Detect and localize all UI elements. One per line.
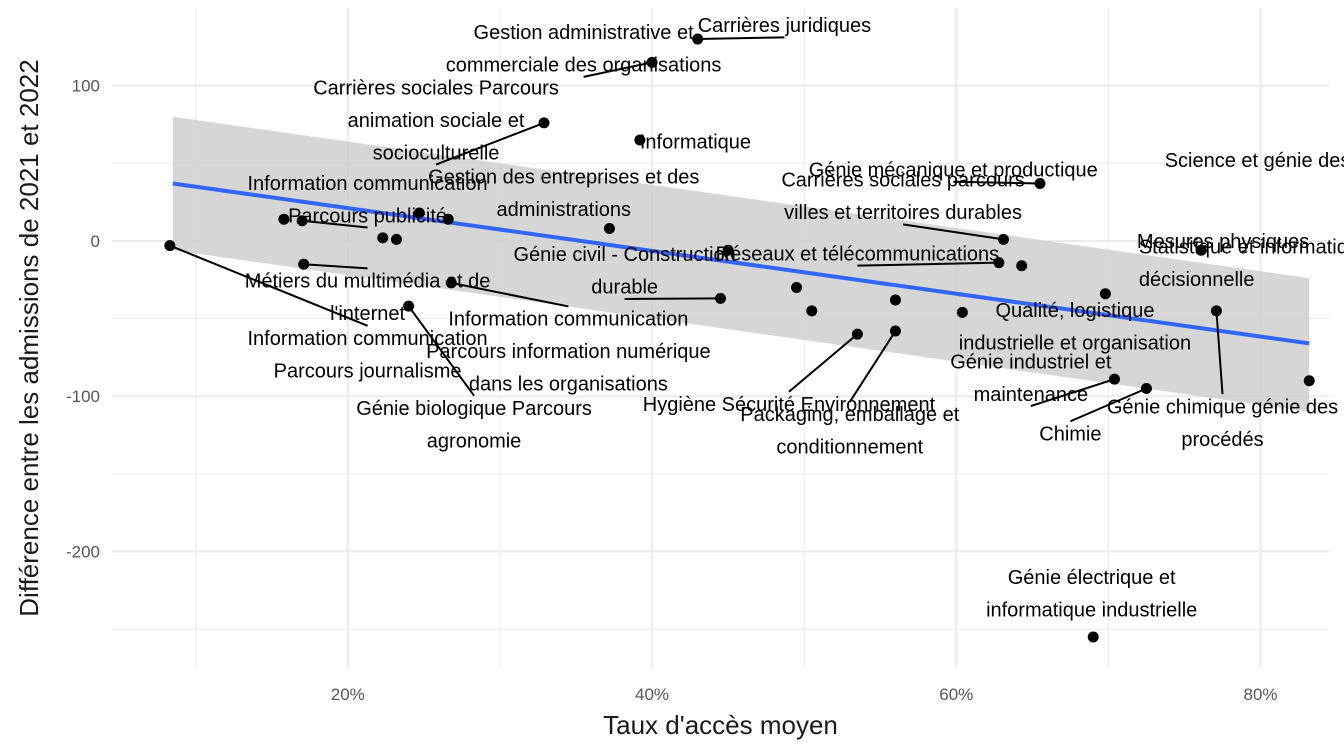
point-label: Génie civil - Construction durable: [514, 244, 736, 299]
trend-line: [172, 181, 1310, 346]
leader-line: [435, 121, 545, 166]
point-label: Chimie: [1039, 424, 1101, 446]
label-leader-lines: [169, 36, 1224, 423]
point-label: Carrières juridiques: [698, 15, 871, 37]
point-label: Génie électrique et informatique industri…: [986, 567, 1197, 622]
point-label: Génie mécanique et productique: [809, 160, 1098, 182]
leader-line: [302, 219, 368, 229]
point-label: Métiers du multimédia et de l'internet: [245, 271, 491, 326]
data-point: [715, 292, 726, 304]
data-point: [1195, 244, 1207, 256]
point-label: Réseaux et télécommunications: [716, 243, 999, 265]
leader-line: [953, 180, 1040, 185]
data-point: [791, 282, 803, 294]
y-tick-label: 100: [72, 77, 100, 96]
data-point: [1087, 631, 1099, 643]
data-point: [1303, 375, 1315, 387]
data-point: [692, 33, 704, 45]
data-point: [997, 233, 1009, 245]
leader-line: [697, 36, 785, 41]
point-label: Qualité, logistique industrielle et organ…: [959, 300, 1191, 355]
data-point: [722, 244, 734, 256]
data-point: [298, 258, 310, 270]
point-label: Information communication Parcours public…: [248, 173, 488, 228]
trend-line-layer: [172, 181, 1310, 346]
point-label: Génie industriel et maintenance: [950, 351, 1112, 406]
data-point: [806, 305, 818, 317]
data-point: [377, 232, 389, 244]
data-point: [956, 306, 968, 318]
point-label: Carrières sociales parcours villes et ter…: [781, 170, 1024, 225]
data-point: [993, 257, 1005, 269]
data-point: [1034, 177, 1046, 189]
y-axis-title: Différence entre les admissions de 2021 …: [14, 59, 44, 616]
y-axis-ticks: 100 0 -100 -200: [66, 77, 100, 562]
data-point: [889, 325, 901, 337]
data-point: [1099, 288, 1111, 300]
data-points: [164, 33, 1315, 643]
point-label: Génie chimique génie des procédés: [1107, 396, 1338, 451]
point-label: Gestion des entreprises et des administra…: [428, 167, 699, 222]
data-point: [164, 240, 176, 252]
leader-line: [303, 263, 368, 270]
leader-line: [1030, 378, 1115, 408]
data-point: [1140, 382, 1152, 394]
data-point: [1016, 260, 1028, 272]
leader-line: [902, 223, 1004, 241]
point-label: Information communication Parcours journa…: [248, 328, 488, 383]
x-tick-label: 40%: [635, 685, 669, 704]
point-label: Science et génie des matériaux: [1165, 150, 1344, 172]
x-tick-label: 80%: [1244, 685, 1278, 704]
data-point: [296, 215, 308, 227]
leader-line: [451, 281, 569, 308]
data-point: [442, 213, 454, 225]
y-tick-label: -200: [66, 543, 100, 562]
data-point: [603, 223, 615, 235]
leader-line: [583, 61, 653, 78]
point-label: Information communication Parcours inform…: [426, 309, 711, 396]
leader-line: [1069, 387, 1147, 423]
point-label: Statistique et informatiquedécisionnelle: [1139, 236, 1344, 290]
leader-line: [624, 297, 721, 300]
leader-line: [848, 330, 897, 403]
leader-line: [169, 244, 368, 327]
data-point: [634, 134, 646, 146]
data-point: [403, 300, 415, 312]
data-point: [1109, 373, 1121, 385]
leader-line: [407, 305, 475, 397]
data-point: [390, 233, 402, 245]
y-tick-label: 0: [91, 232, 100, 251]
data-point: [538, 117, 550, 129]
point-label: Hygiène Sécurité Environnement: [643, 394, 936, 416]
point-label: Carrières sociales Parcours animation soc…: [313, 77, 559, 164]
data-point: [851, 328, 863, 340]
data-point: [1210, 305, 1222, 317]
point-label: Mesures physiques: [1137, 231, 1309, 253]
point-label: Packaging, emballage et conditionnement: [740, 404, 959, 459]
x-axis-title: Taux d'accès moyen: [603, 710, 838, 740]
data-point: [889, 294, 901, 306]
leader-line: [1215, 310, 1224, 395]
leader-line: [857, 261, 999, 267]
leader-line: [788, 333, 859, 393]
point-label: Génie biologique Parcours agronomie: [356, 398, 592, 453]
x-axis-ticks: 20% 40% 60% 80%: [331, 685, 1278, 704]
data-point: [445, 277, 457, 289]
data-point: [646, 56, 658, 68]
x-tick-label: 60%: [939, 685, 973, 704]
data-point: [413, 207, 425, 219]
y-tick-label: -100: [66, 387, 100, 406]
point-label: Informatique: [640, 132, 751, 154]
x-tick-label: 20%: [331, 685, 365, 704]
point-labels: Information communication Parcours journa…: [245, 15, 1344, 622]
data-point: [278, 213, 290, 225]
point-label: Gestion administrative et commerciale des…: [446, 22, 722, 77]
